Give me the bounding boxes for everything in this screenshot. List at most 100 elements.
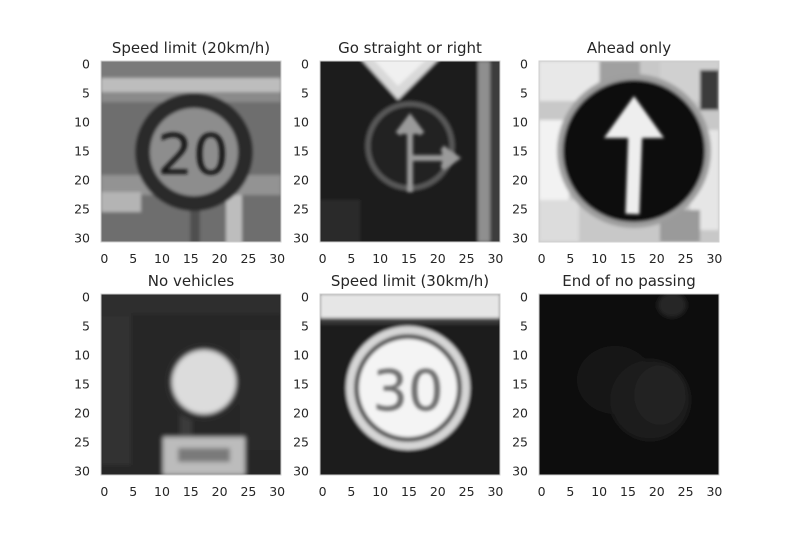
x-tick-label: 15 bbox=[620, 484, 636, 499]
image-border bbox=[100, 293, 282, 476]
y-tick-label: 0 bbox=[82, 57, 90, 72]
panel-title: Go straight or right bbox=[338, 39, 482, 57]
x-axis-ticks: 0 5 10 15 20 25 30 bbox=[538, 484, 723, 499]
image-border bbox=[319, 60, 501, 243]
x-tick-label: 20 bbox=[649, 484, 665, 499]
x-tick-label: 10 bbox=[591, 251, 607, 266]
y-tick-label: 20 bbox=[512, 173, 528, 188]
x-tick-label: 15 bbox=[183, 251, 199, 266]
sign-photo-speed-limit-30: 30 bbox=[320, 294, 500, 475]
x-tick-label: 25 bbox=[240, 484, 256, 499]
x-tick-label: 10 bbox=[372, 484, 388, 499]
panel-ahead-only: Ahead only 0 5 10 bbox=[512, 39, 723, 266]
sign-photo-go-straight-or-right bbox=[320, 61, 500, 242]
x-tick-label: 5 bbox=[566, 251, 574, 266]
y-tick-label: 30 bbox=[512, 231, 528, 246]
y-tick-label: 10 bbox=[74, 115, 90, 130]
sign-number-20: 20 bbox=[157, 123, 228, 188]
y-tick-label: 15 bbox=[512, 144, 528, 159]
x-tick-label: 20 bbox=[649, 251, 665, 266]
panel-go-straight-or-right: Go straight or right 0 5 1 bbox=[293, 39, 503, 266]
x-tick-label: 5 bbox=[347, 251, 355, 266]
y-axis-ticks: 0 5 10 15 20 25 30 bbox=[293, 290, 309, 479]
y-tick-label: 0 bbox=[520, 290, 528, 305]
y-axis-ticks: 0 5 10 15 20 25 30 bbox=[74, 290, 90, 479]
y-tick-label: 30 bbox=[293, 231, 309, 246]
x-tick-label: 0 bbox=[100, 484, 108, 499]
x-tick-label: 30 bbox=[487, 484, 503, 499]
y-tick-label: 20 bbox=[512, 406, 528, 421]
x-tick-label: 20 bbox=[212, 484, 228, 499]
x-tick-label: 30 bbox=[487, 251, 503, 266]
y-tick-label: 30 bbox=[74, 464, 90, 479]
sign-photo-ahead-only bbox=[539, 61, 719, 242]
x-tick-label: 5 bbox=[566, 484, 574, 499]
y-tick-label: 10 bbox=[512, 115, 528, 130]
x-tick-label: 0 bbox=[538, 251, 546, 266]
y-tick-label: 15 bbox=[293, 144, 309, 159]
y-tick-label: 5 bbox=[82, 319, 90, 334]
x-tick-label: 5 bbox=[347, 484, 355, 499]
sign-photo-no-vehicles bbox=[101, 294, 281, 475]
y-tick-label: 20 bbox=[74, 173, 90, 188]
y-axis-ticks: 0 5 10 15 20 25 30 bbox=[512, 57, 528, 246]
y-tick-label: 15 bbox=[512, 377, 528, 392]
image-border bbox=[319, 293, 501, 476]
y-tick-label: 10 bbox=[74, 348, 90, 363]
y-tick-label: 5 bbox=[82, 86, 90, 101]
y-tick-label: 15 bbox=[74, 144, 90, 159]
x-tick-label: 25 bbox=[678, 251, 694, 266]
sign-number-30: 30 bbox=[372, 359, 443, 424]
panel-title: Ahead only bbox=[587, 39, 671, 57]
y-tick-label: 25 bbox=[512, 202, 528, 217]
y-tick-label: 5 bbox=[520, 319, 528, 334]
y-tick-label: 25 bbox=[74, 435, 90, 450]
x-tick-label: 15 bbox=[401, 484, 417, 499]
x-tick-label: 15 bbox=[401, 251, 417, 266]
x-axis-ticks: 0 5 10 15 20 25 30 bbox=[319, 484, 504, 499]
x-tick-label: 20 bbox=[430, 251, 446, 266]
x-tick-label: 25 bbox=[459, 251, 475, 266]
y-tick-label: 25 bbox=[512, 435, 528, 450]
y-tick-label: 0 bbox=[301, 57, 309, 72]
y-tick-label: 30 bbox=[74, 231, 90, 246]
panel-title: End of no passing bbox=[562, 272, 696, 290]
y-axis-ticks: 0 5 10 15 20 25 30 bbox=[512, 290, 528, 479]
y-tick-label: 0 bbox=[520, 57, 528, 72]
panel-speed-limit-30: Speed limit (30km/h) 30 0 5 10 15 20 25 … bbox=[293, 272, 504, 499]
y-axis-ticks: 0 5 10 15 20 25 30 bbox=[74, 57, 90, 246]
panel-end-of-no-passing: End of no passing 0 5 10 15 20 25 30 0 5… bbox=[512, 272, 723, 499]
arrow-straight-right-icon bbox=[395, 113, 462, 192]
x-tick-label: 5 bbox=[129, 484, 137, 499]
x-tick-label: 30 bbox=[706, 251, 722, 266]
y-tick-label: 15 bbox=[293, 377, 309, 392]
y-tick-label: 20 bbox=[74, 406, 90, 421]
x-tick-label: 25 bbox=[678, 484, 694, 499]
y-tick-label: 30 bbox=[293, 464, 309, 479]
x-tick-label: 0 bbox=[538, 484, 546, 499]
sign-photo-end-of-no-passing bbox=[539, 294, 719, 475]
panel-title: Speed limit (30km/h) bbox=[331, 272, 489, 290]
y-tick-label: 0 bbox=[82, 290, 90, 305]
panel-title: Speed limit (20km/h) bbox=[112, 39, 270, 57]
y-tick-label: 5 bbox=[301, 319, 309, 334]
panel-title: No vehicles bbox=[148, 272, 235, 290]
x-tick-label: 10 bbox=[591, 484, 607, 499]
x-tick-label: 10 bbox=[372, 251, 388, 266]
y-tick-label: 0 bbox=[301, 290, 309, 305]
x-tick-label: 20 bbox=[212, 251, 228, 266]
x-tick-label: 20 bbox=[430, 484, 446, 499]
y-tick-label: 25 bbox=[293, 435, 309, 450]
y-tick-label: 10 bbox=[512, 348, 528, 363]
x-tick-label: 25 bbox=[459, 484, 475, 499]
x-tick-label: 30 bbox=[269, 251, 285, 266]
x-axis-ticks: 0 5 10 15 20 25 30 bbox=[100, 251, 285, 266]
y-tick-label: 15 bbox=[74, 377, 90, 392]
x-axis-ticks: 0 5 10 15 20 25 30 bbox=[538, 251, 723, 266]
x-tick-label: 30 bbox=[706, 484, 722, 499]
panel-no-vehicles: No vehicles 0 5 10 15 20 25 30 bbox=[74, 272, 285, 499]
x-tick-label: 0 bbox=[319, 251, 327, 266]
x-tick-label: 15 bbox=[620, 251, 636, 266]
y-tick-label: 10 bbox=[293, 115, 309, 130]
